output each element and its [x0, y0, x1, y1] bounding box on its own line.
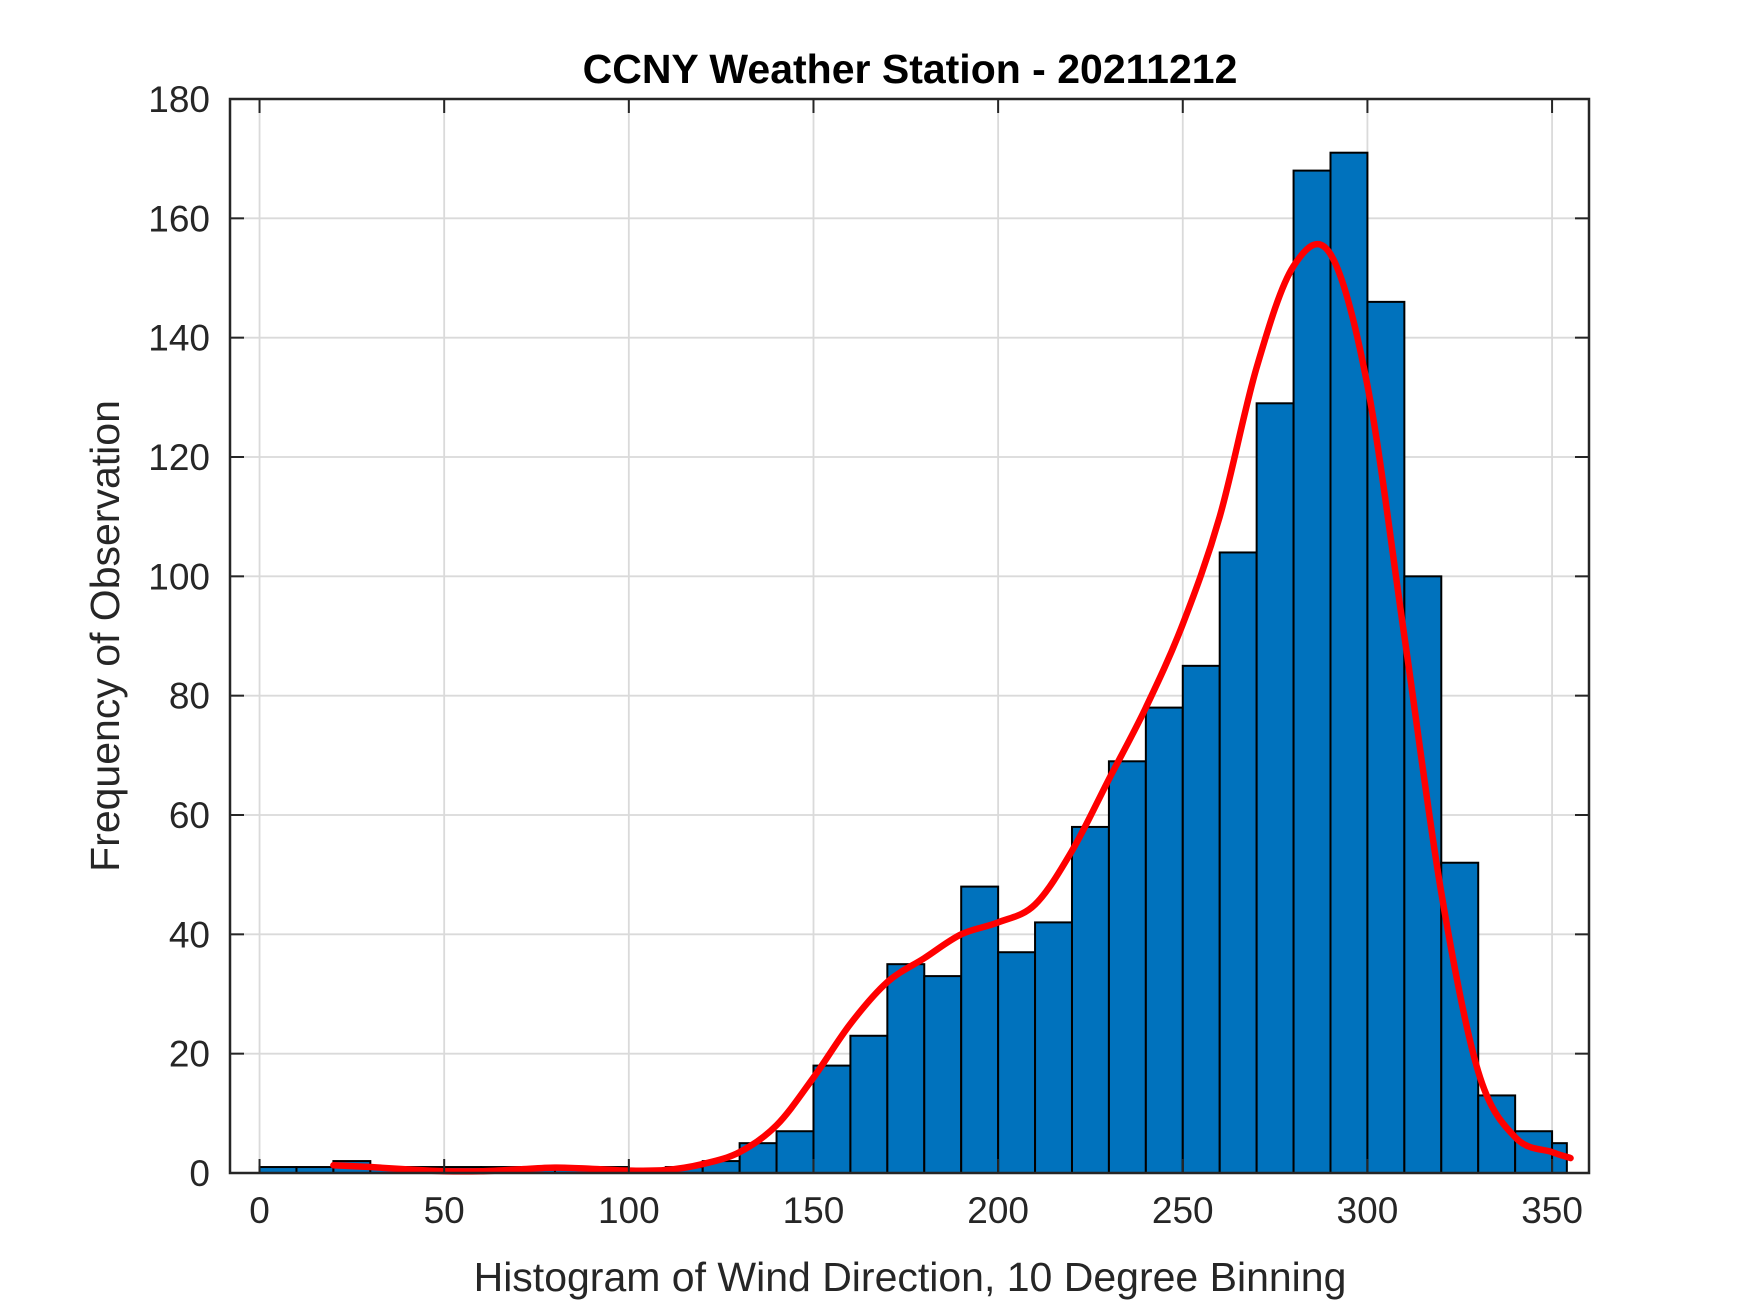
y-tick-label: 100	[148, 556, 210, 597]
y-tick-labels: 0 20 40 60 80 100 120 140 160 180	[148, 79, 210, 1194]
histogram-bar	[1070, 825, 1110, 1175]
y-tick-label: 20	[169, 1034, 210, 1075]
x-tick-label: 50	[424, 1190, 465, 1231]
histogram-bar	[1144, 706, 1184, 1174]
histogram-bar	[886, 963, 926, 1175]
x-tick-label: 350	[1521, 1190, 1583, 1231]
chart-title: CCNY Weather Station - 20211212	[583, 46, 1238, 92]
histogram-bar	[1181, 664, 1221, 1174]
y-axis-label: Frequency of Observation	[82, 400, 128, 872]
y-tick-label: 60	[169, 795, 210, 836]
y-tick-label: 40	[169, 914, 210, 955]
density-curve-line	[330, 240, 1574, 1175]
y-tick-label: 80	[169, 676, 210, 717]
histogram-bar	[775, 1130, 815, 1174]
histogram-bar	[1255, 402, 1295, 1174]
x-tick-labels: 0 50 100 150 200 250 300 350	[249, 1190, 1583, 1231]
histogram-bar	[1107, 760, 1147, 1174]
x-tick-label: 150	[783, 1190, 845, 1231]
histogram-bar	[1329, 151, 1369, 1174]
x-tick-label: 300	[1337, 1190, 1399, 1231]
axis-ticks	[230, 98, 1589, 1174]
histogram-bar	[997, 951, 1037, 1174]
density-curve	[330, 240, 1574, 1175]
histogram-bar	[1292, 169, 1332, 1175]
x-tick-label: 100	[598, 1190, 660, 1231]
histogram-bar	[923, 975, 963, 1174]
y-tick-label: 140	[148, 318, 210, 359]
y-tick-label: 120	[148, 437, 210, 478]
histogram-bar	[812, 1064, 852, 1174]
x-axis-label: Histogram of Wind Direction, 10 Degree B…	[474, 1254, 1347, 1300]
histogram-bar	[1366, 300, 1406, 1175]
histogram-bar	[1218, 551, 1258, 1174]
x-tick-label: 0	[249, 1190, 270, 1231]
histogram-bar	[849, 1034, 889, 1175]
histogram-bar	[1034, 921, 1073, 1175]
y-tick-label: 0	[189, 1153, 210, 1194]
y-tick-label: 180	[148, 79, 210, 120]
x-tick-label: 200	[967, 1190, 1029, 1231]
y-tick-label: 160	[148, 198, 210, 239]
plot-frame	[228, 97, 1591, 1175]
x-tick-label: 250	[1152, 1190, 1214, 1231]
